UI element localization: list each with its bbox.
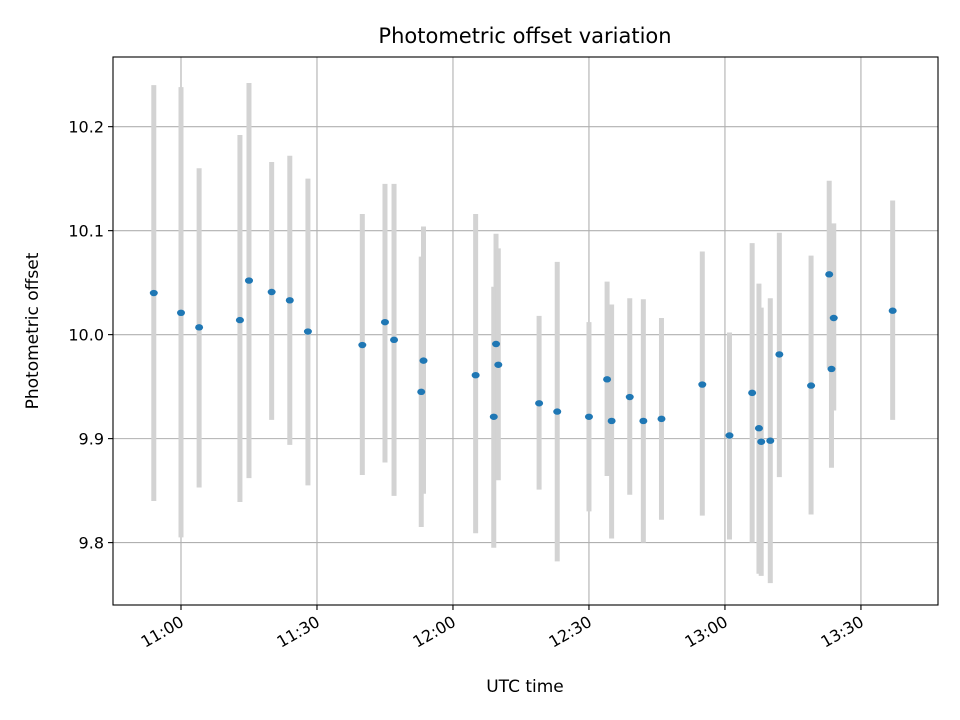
data-point xyxy=(492,340,501,348)
data-point xyxy=(267,288,276,296)
data-point xyxy=(807,382,816,389)
data-point xyxy=(584,413,593,420)
data-point xyxy=(244,277,253,284)
data-point xyxy=(149,289,158,297)
y-tick-label: 10.1 xyxy=(68,222,104,241)
data-point xyxy=(657,415,666,423)
y-tick-label: 10.2 xyxy=(68,118,104,137)
data-point xyxy=(775,351,784,358)
data-point xyxy=(888,307,897,314)
data-point xyxy=(195,324,204,331)
y-tick-label: 10.0 xyxy=(68,326,104,345)
data-point xyxy=(417,388,426,396)
data-point xyxy=(748,389,757,397)
y-tick-label: 9.9 xyxy=(79,430,104,449)
data-point xyxy=(698,381,707,388)
data-point xyxy=(607,417,616,425)
data-point xyxy=(825,271,834,278)
data-point xyxy=(471,371,480,379)
x-axis-label: UTC time xyxy=(486,677,564,697)
data-point xyxy=(494,361,503,368)
data-point xyxy=(725,432,734,439)
data-point xyxy=(766,437,775,444)
data-point xyxy=(603,376,612,383)
data-point xyxy=(419,357,428,364)
chart-title: Photometric offset variation xyxy=(378,24,671,48)
data-point xyxy=(176,309,185,317)
data-point xyxy=(390,336,399,344)
y-tick-label: 9.8 xyxy=(79,534,104,553)
data-point xyxy=(535,400,544,407)
data-point xyxy=(827,365,836,373)
data-point xyxy=(489,413,498,420)
data-point xyxy=(553,408,562,415)
y-axis-label: Photometric offset xyxy=(23,252,43,409)
data-point xyxy=(285,297,294,304)
data-point xyxy=(235,316,244,324)
plot-frame xyxy=(112,56,939,606)
data-point xyxy=(754,425,763,432)
point-layer xyxy=(149,271,897,445)
data-point xyxy=(303,328,312,335)
data-point xyxy=(358,341,367,349)
data-point xyxy=(380,318,389,326)
data-point xyxy=(625,393,634,401)
data-point xyxy=(639,417,648,425)
data-point xyxy=(757,438,766,445)
data-point xyxy=(829,314,838,322)
